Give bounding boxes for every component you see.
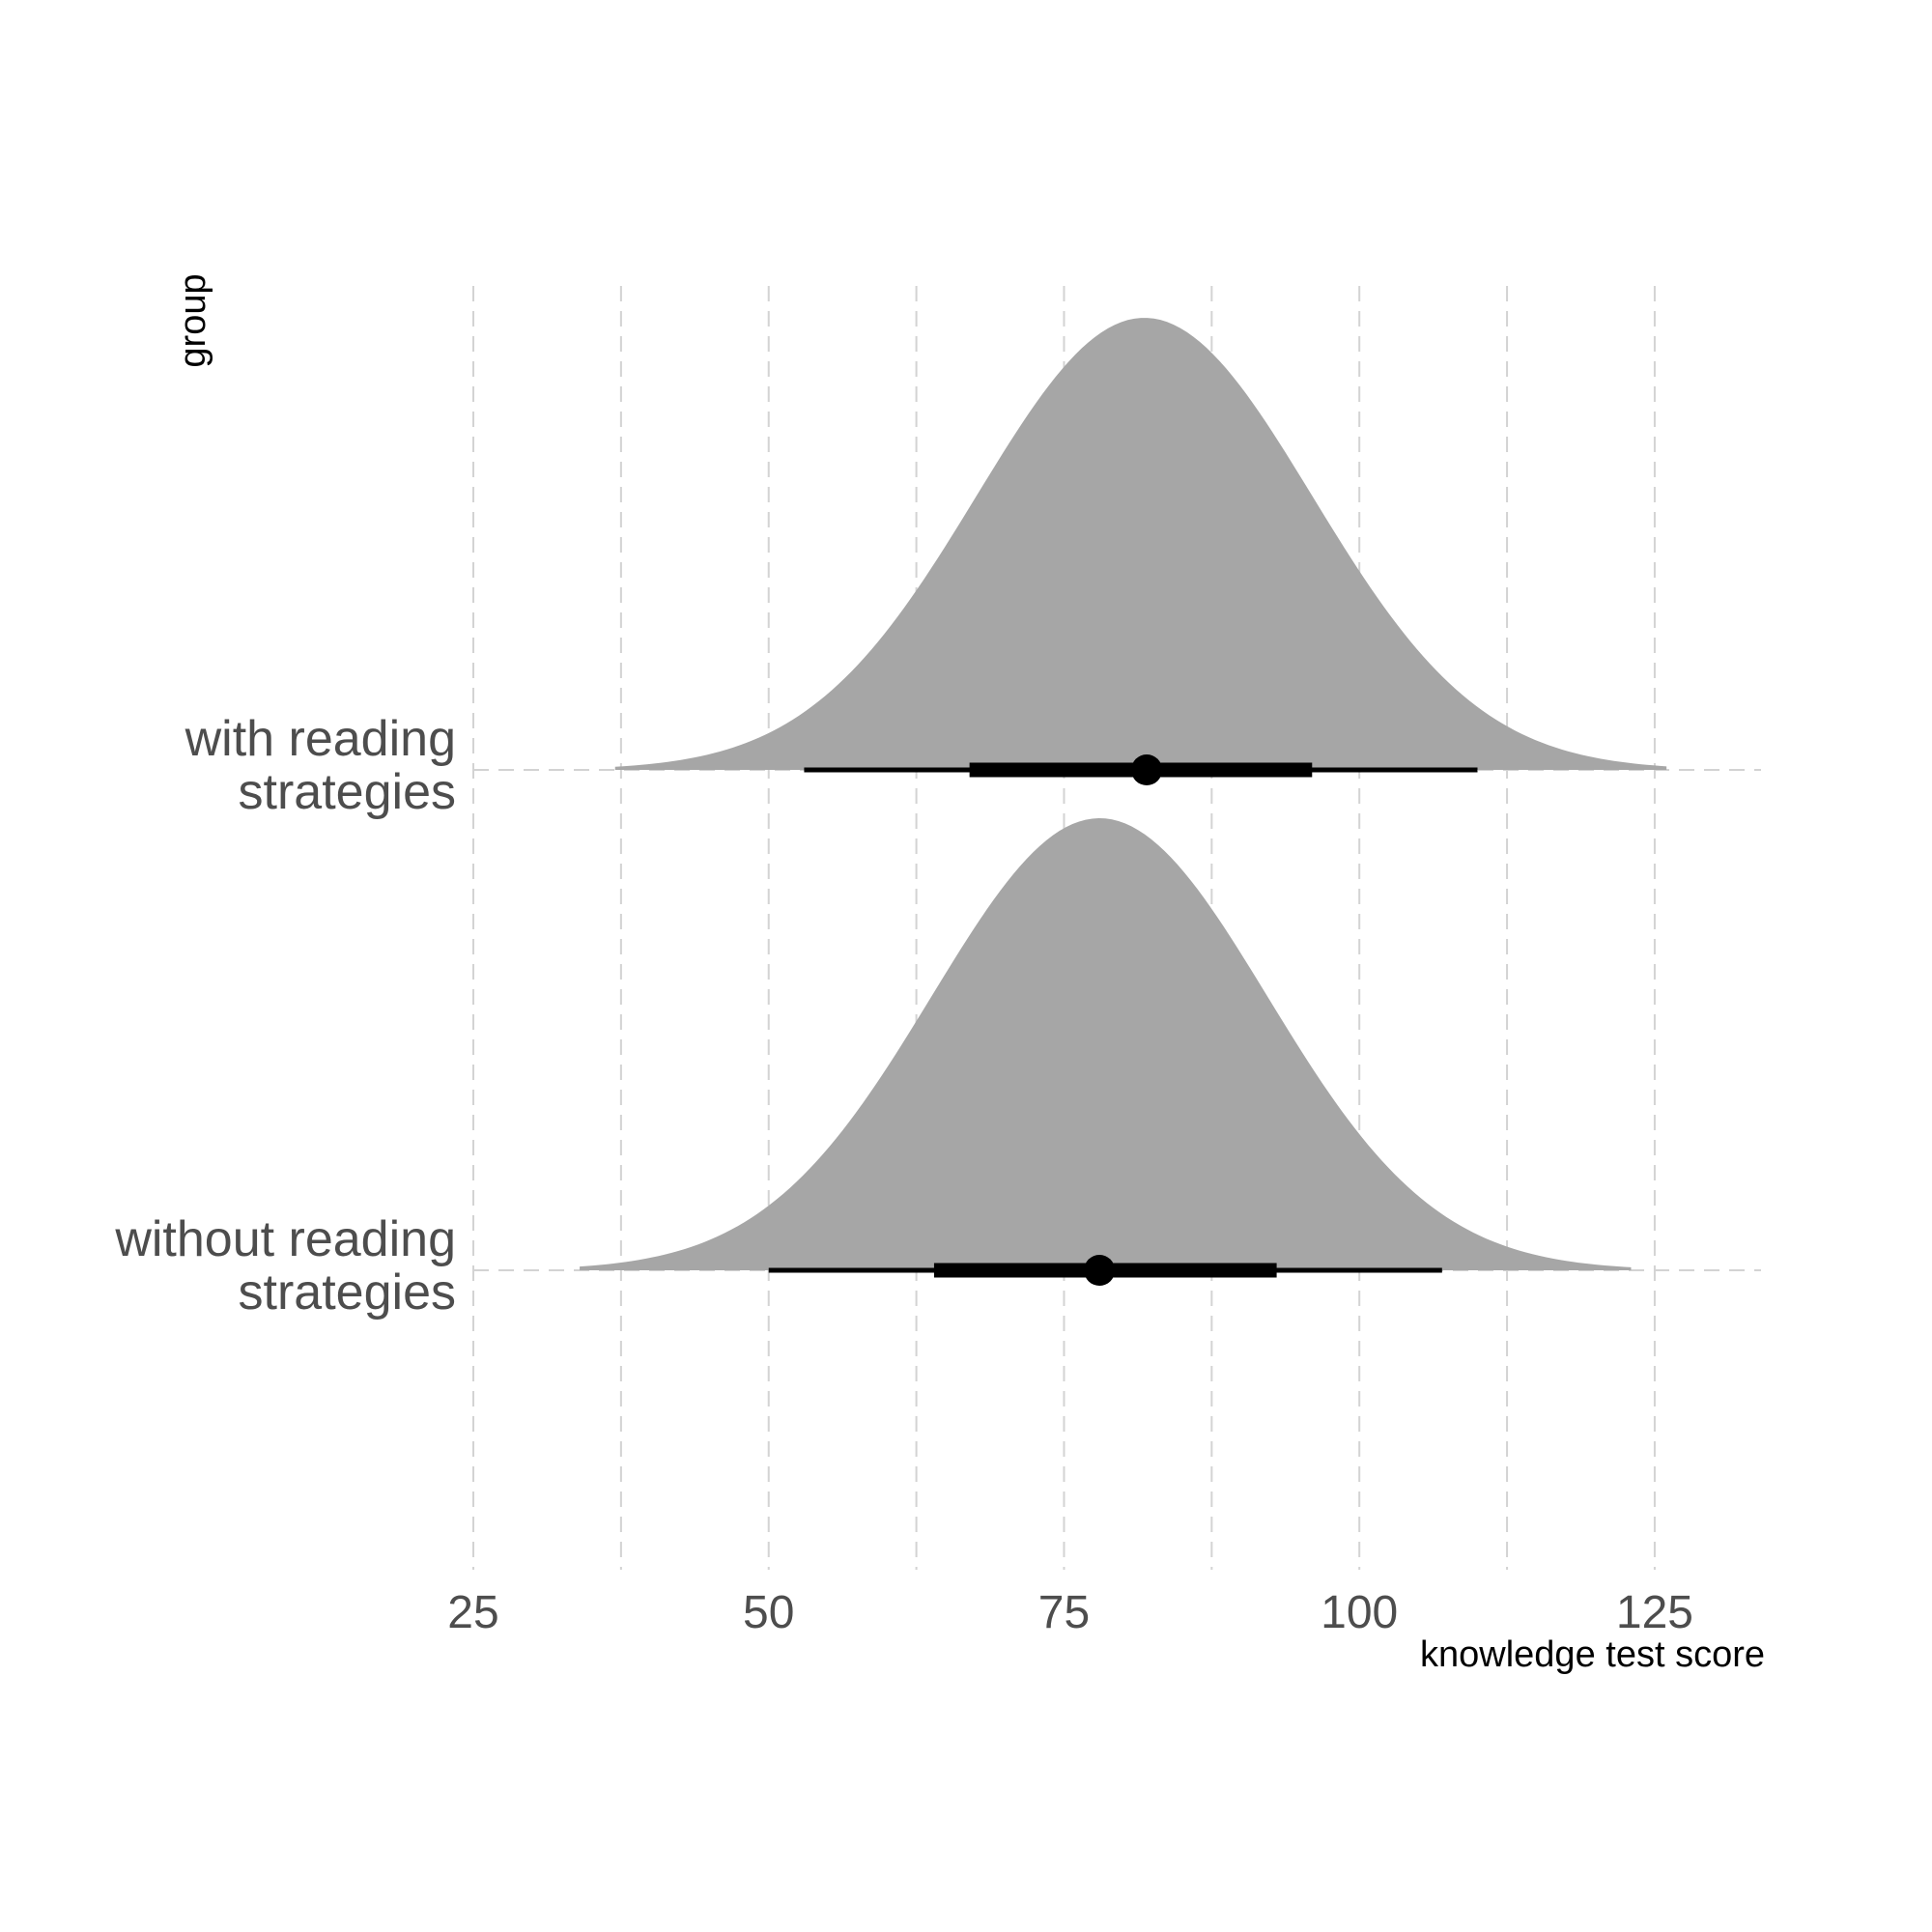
y-axis-ticks: without reading strategies with reading str… bbox=[114, 711, 456, 1321]
x-tick-label: 125 bbox=[1616, 1587, 1693, 1638]
density-layer bbox=[580, 318, 1667, 1270]
y-tick-label: without reading strategies bbox=[114, 1211, 456, 1321]
x-tick-label: 50 bbox=[743, 1587, 794, 1638]
point-estimate bbox=[1131, 754, 1163, 785]
x-axis-ticks: 25 50 75 100 125 bbox=[447, 1587, 1693, 1638]
point-estimate bbox=[1084, 1255, 1116, 1286]
x-tick-label: 75 bbox=[1038, 1587, 1090, 1638]
y-axis-title: group bbox=[173, 273, 213, 367]
density-slab bbox=[614, 318, 1667, 770]
x-tick-label: 100 bbox=[1321, 1587, 1398, 1638]
density-slab bbox=[580, 818, 1632, 1270]
interval-layer bbox=[768, 754, 1478, 1286]
x-tick-label: 25 bbox=[447, 1587, 498, 1638]
y-tick-label: with reading strategies bbox=[185, 711, 456, 820]
x-axis-title: knowledge test score bbox=[1420, 1634, 1765, 1675]
